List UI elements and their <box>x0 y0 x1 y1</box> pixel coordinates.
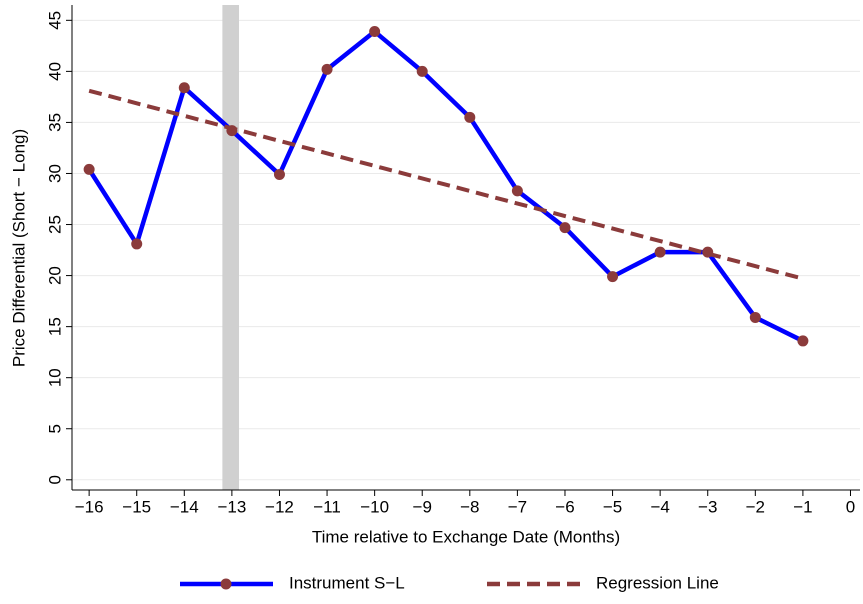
data-point <box>178 82 190 94</box>
highlight-band <box>222 5 240 490</box>
data-point <box>749 311 761 323</box>
x-tick-label: −13 <box>217 497 246 516</box>
x-tick-label: −1 <box>793 497 812 516</box>
x-tick-label: −15 <box>122 497 151 516</box>
y-tick-label: 10 <box>45 368 64 387</box>
legend-label: Regression Line <box>596 573 719 592</box>
x-axis-label: Time relative to Exchange Date (Months) <box>312 527 620 546</box>
legend-marker <box>220 578 232 590</box>
y-tick-label: 35 <box>45 113 64 132</box>
x-tick-label: −2 <box>746 497 765 516</box>
y-tick-label: 45 <box>45 11 64 30</box>
data-point <box>131 238 143 250</box>
data-point <box>369 26 381 38</box>
x-tick-label: −14 <box>170 497 199 516</box>
x-tick-label: −6 <box>555 497 574 516</box>
data-point <box>83 163 95 175</box>
x-tick-label: −3 <box>698 497 717 516</box>
data-point <box>464 111 476 123</box>
data-point <box>797 335 809 347</box>
data-point <box>607 271 619 283</box>
y-tick-label: 5 <box>45 424 64 433</box>
regression-line <box>88 88 804 281</box>
y-tick-label: 30 <box>45 164 64 183</box>
x-tick-label: −7 <box>508 497 527 516</box>
x-tick-label: −16 <box>75 497 104 516</box>
data-line <box>87 29 804 343</box>
x-tick-label: −12 <box>265 497 294 516</box>
y-axis-label: Price Differential (Short − Long) <box>9 129 28 367</box>
x-tick-label: −5 <box>603 497 622 516</box>
y-tick-label: 15 <box>45 317 64 336</box>
y-tick-label: 20 <box>45 266 64 285</box>
data-point <box>273 168 285 180</box>
data-point <box>559 222 571 234</box>
data-point <box>416 65 428 77</box>
x-tick-label: −4 <box>650 497 669 516</box>
x-tick-label: −9 <box>413 497 432 516</box>
data-point <box>321 63 333 75</box>
y-tick-label: 40 <box>45 62 64 81</box>
x-tick-label: −11 <box>313 497 341 516</box>
y-tick-label: 25 <box>45 215 64 234</box>
x-tick-label: −10 <box>360 497 389 516</box>
x-tick-label: 0 <box>846 497 855 516</box>
data-point <box>654 246 666 258</box>
data-point <box>511 185 523 197</box>
legend-label: Instrument S−L <box>289 573 405 592</box>
x-tick-label: −8 <box>460 497 479 516</box>
y-tick-label: 0 <box>45 475 64 484</box>
